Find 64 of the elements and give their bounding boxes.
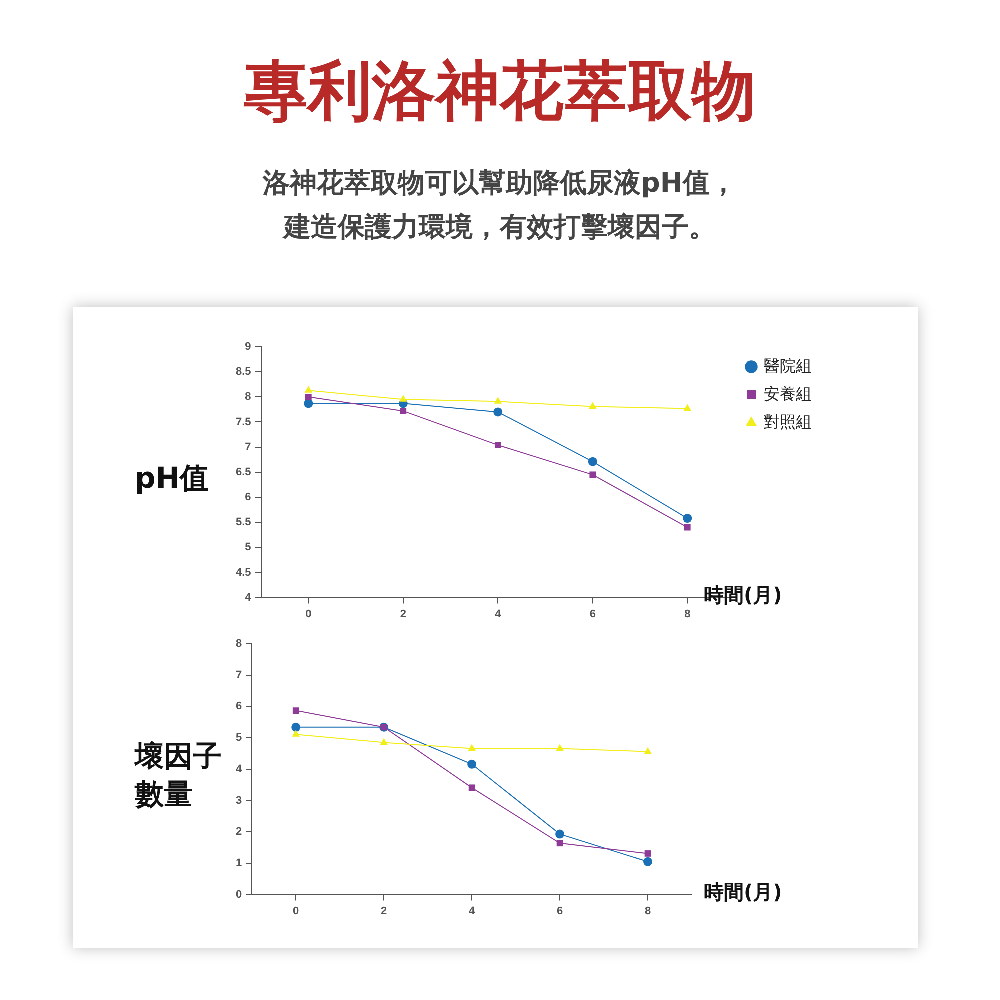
point <box>644 857 653 866</box>
point <box>494 397 502 404</box>
x-tick-label: 4 <box>468 905 476 918</box>
y-tick-label: 8 <box>245 391 252 404</box>
y-tick-label: 4 <box>245 592 252 604</box>
y-tick-label: 6 <box>245 492 252 504</box>
point <box>400 395 408 402</box>
x-tick-label: 2 <box>400 608 406 620</box>
legend-label: 對照組 <box>764 413 812 432</box>
point <box>494 442 502 448</box>
point <box>494 408 503 417</box>
y-tick-label: 7 <box>236 669 242 682</box>
x-tick-label: 0 <box>293 905 300 918</box>
y-tick-label: 2 <box>236 826 242 838</box>
y-tick-label: 6 <box>236 700 242 713</box>
point <box>556 830 565 839</box>
point <box>292 708 300 714</box>
x-tick-label: 2 <box>381 905 388 918</box>
point <box>468 744 476 751</box>
x-tick-label: 6 <box>590 608 596 620</box>
x-axis-title: 時間(月) <box>704 879 782 906</box>
point <box>305 394 312 400</box>
y-tick-label: 6.5 <box>236 466 252 478</box>
point <box>588 402 597 409</box>
point <box>380 738 388 746</box>
y-tick-label: 8.5 <box>236 366 252 378</box>
chart-subtitle: 洛神花萃取物可以幫助降低尿液pH值，建造保護力環境，有效打擊壞因子。 <box>262 167 738 245</box>
y-tick-label: 3 <box>236 794 242 807</box>
point <box>292 730 300 737</box>
point <box>590 472 596 478</box>
y-tick-label: 5.5 <box>236 516 252 529</box>
x-tick-label: 0 <box>306 608 312 620</box>
legend-label: 安養組 <box>764 385 812 404</box>
y-tick-label: 0 <box>236 888 242 901</box>
point <box>644 850 652 857</box>
point <box>644 747 652 754</box>
point <box>556 840 564 847</box>
point <box>292 722 301 732</box>
y-tick-label: 4 <box>236 763 243 776</box>
x-tick-label: 6 <box>556 905 564 918</box>
y-tick-label: 5 <box>245 542 252 554</box>
y-axis-title: pH值 <box>135 460 210 496</box>
point <box>400 408 407 414</box>
y-tick-label: 7 <box>245 441 252 454</box>
y-tick-label: 4.5 <box>236 566 252 579</box>
legend-label: 醫院組 <box>764 357 812 376</box>
y-tick-label: 7.5 <box>236 416 252 428</box>
x-tick-label: 8 <box>684 608 691 620</box>
y-axis-title: 壞因子數量 <box>135 738 223 812</box>
x-tick-label: 8 <box>644 905 652 918</box>
point <box>684 524 691 531</box>
point <box>556 744 564 751</box>
y-tick-label: 5 <box>236 732 242 744</box>
point <box>304 386 313 393</box>
point <box>683 514 692 524</box>
point <box>468 760 477 769</box>
point <box>468 784 476 792</box>
point <box>588 457 598 466</box>
y-tick-label: 8 <box>236 638 242 650</box>
point <box>684 404 692 411</box>
x-tick-label: 4 <box>495 608 502 620</box>
y-tick-label: 1 <box>236 857 242 870</box>
chart-title: 專利洛神花萃取物 <box>243 54 757 131</box>
y-tick-label: 9 <box>245 341 252 354</box>
